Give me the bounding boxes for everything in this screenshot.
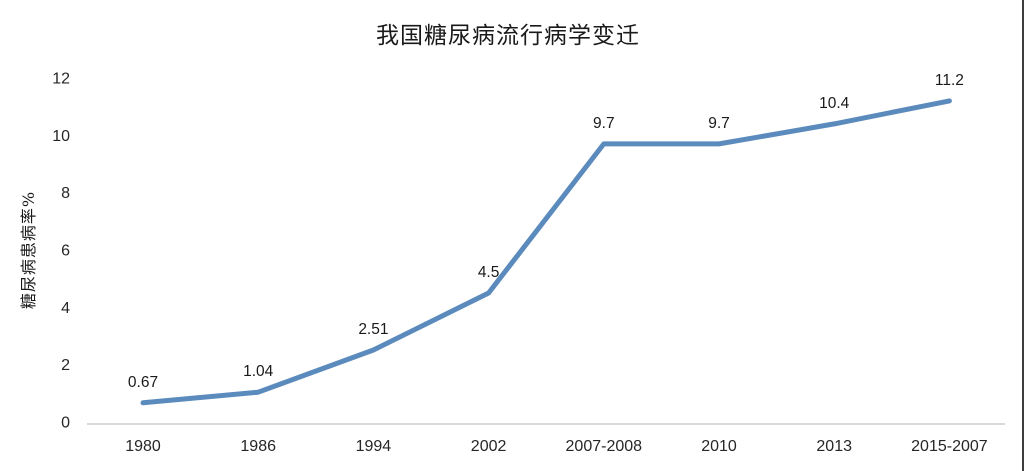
data-series-line xyxy=(140,98,952,406)
data-label: 1.04 xyxy=(243,363,274,380)
x-axis-tick-label: 2013 xyxy=(816,438,852,455)
chart-title: 我国糖尿病流行病学变迁 xyxy=(376,23,640,49)
data-label: 9.7 xyxy=(593,115,615,132)
x-axis-tick-label: 1986 xyxy=(240,438,276,455)
y-axis-tick-label: 4 xyxy=(61,300,70,317)
data-label: 0.67 xyxy=(128,374,158,391)
x-axis-tick-label: 2002 xyxy=(471,438,507,455)
x-axis-tick-label: 2007-2008 xyxy=(566,438,643,455)
y-axis-tick-label: 10 xyxy=(52,128,70,145)
x-axis-tick-label: 1980 xyxy=(125,438,161,455)
y-axis-tick-label: 8 xyxy=(61,185,70,202)
x-axis-tick-label: 2015-2007 xyxy=(911,438,988,455)
x-axis-tick-label: 2010 xyxy=(701,438,737,455)
y-axis-tick-label: 0 xyxy=(61,415,70,432)
y-axis-tick-label: 6 xyxy=(61,243,70,260)
data-label: 9.7 xyxy=(708,115,730,132)
data-label: 11.2 xyxy=(935,72,964,89)
data-label: 10.4 xyxy=(819,95,850,112)
data-label: 4.5 xyxy=(478,264,500,281)
data-label: 2.51 xyxy=(358,321,388,338)
x-axis-tick-label: 1994 xyxy=(356,438,392,455)
right-border-line xyxy=(1022,0,1024,471)
y-axis-tick-label: 12 xyxy=(52,71,70,88)
y-axis-tick-label: 2 xyxy=(61,357,70,374)
